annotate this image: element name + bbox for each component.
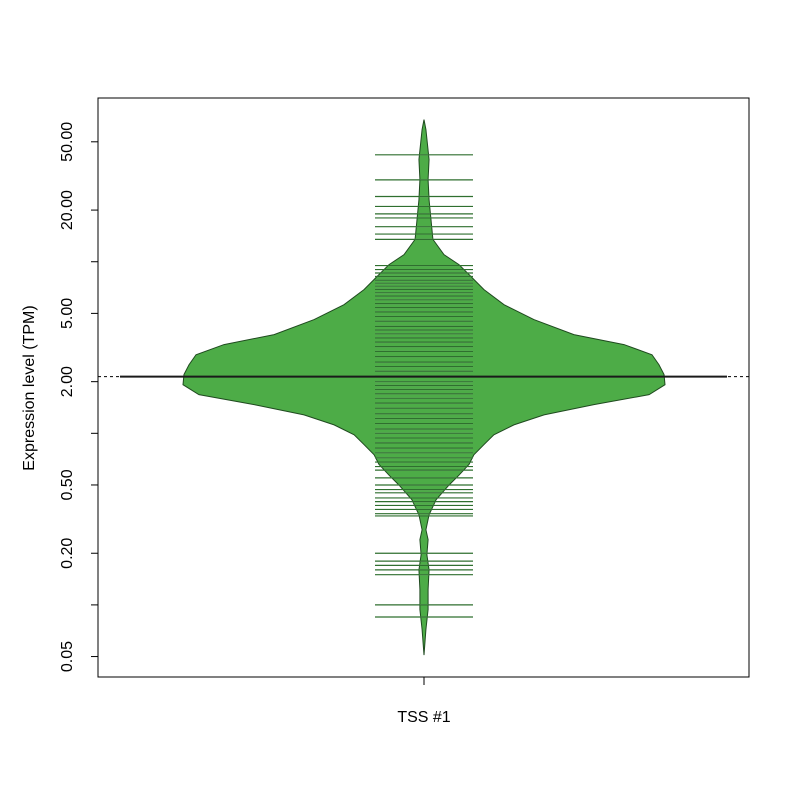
y-tick-label: 0.20 bbox=[59, 538, 76, 569]
x-tick-label: TSS #1 bbox=[397, 709, 450, 726]
y-tick-label: 50.00 bbox=[59, 122, 76, 162]
y-tick-label: 0.50 bbox=[59, 469, 76, 500]
y-axis-label: Expression level (TPM) bbox=[21, 305, 38, 470]
y-tick-label: 5.00 bbox=[59, 298, 76, 329]
y-tick-label: 20.00 bbox=[59, 190, 76, 230]
bean bbox=[182, 119, 666, 656]
y-tick-label: 2.00 bbox=[59, 366, 76, 397]
y-tick-label: 0.05 bbox=[59, 641, 76, 672]
